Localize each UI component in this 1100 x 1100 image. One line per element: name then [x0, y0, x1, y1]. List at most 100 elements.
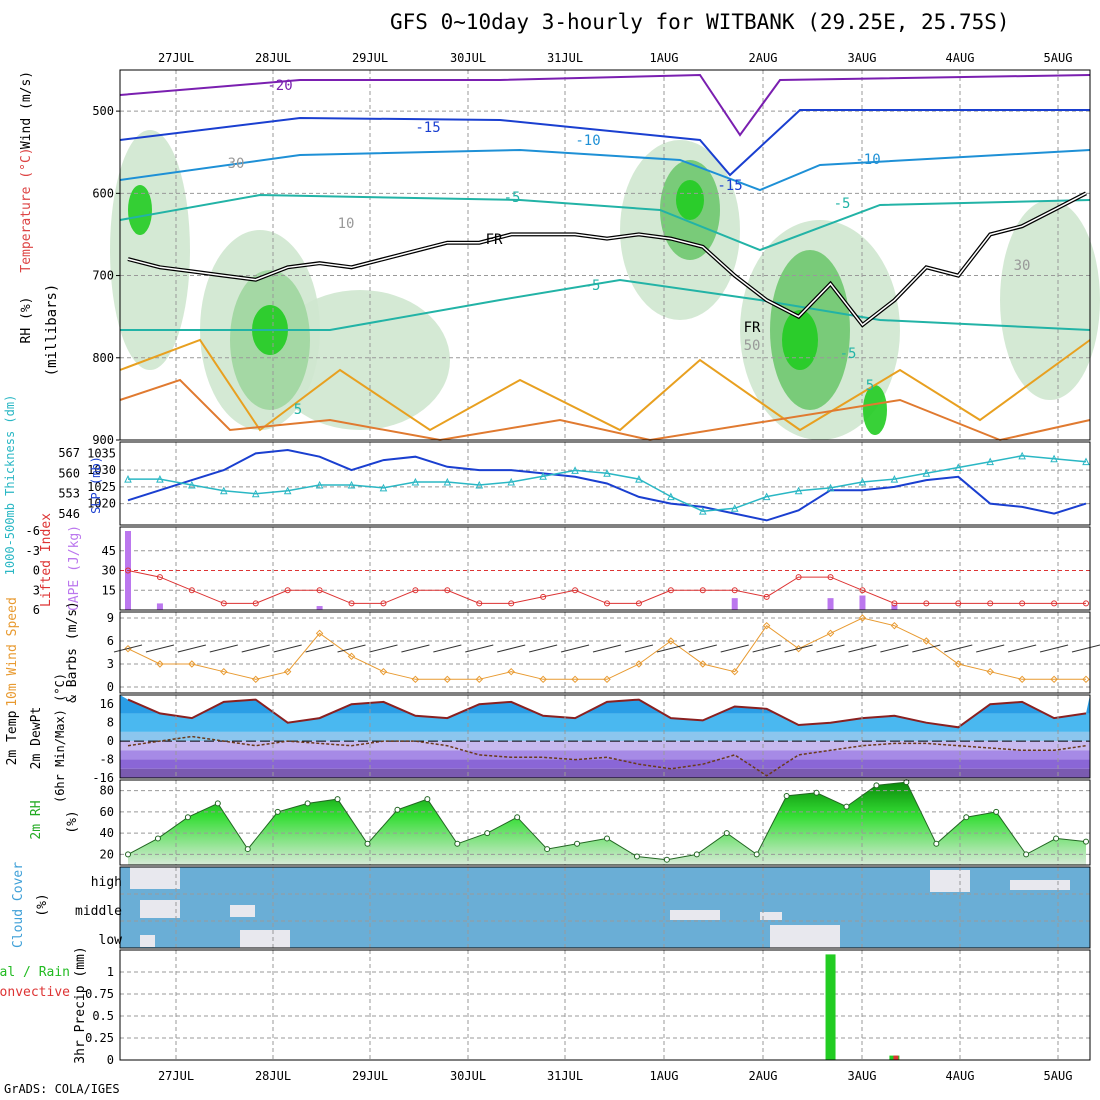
wind-speed-point	[731, 667, 739, 676]
wind-speed-point	[571, 675, 579, 684]
rh-shading	[270, 290, 450, 430]
temperature-label: Temperature (°C)	[19, 147, 34, 272]
thickness-point	[858, 477, 867, 486]
wind-barb	[880, 644, 909, 653]
wind-axis-label-1: 10m Wind Speed	[5, 597, 20, 707]
lifted-index-point	[380, 600, 387, 607]
pressure-tick-label: 900	[92, 433, 114, 447]
li-axis-label: Lifted Index	[39, 513, 54, 607]
cloud-block	[770, 925, 840, 948]
date-label-top: 27JUL	[158, 51, 194, 65]
cape-tick-label: 15	[102, 583, 116, 597]
contour-label: 30	[1014, 258, 1031, 274]
wind-barb	[113, 644, 143, 653]
rh-frame	[119, 779, 1091, 866]
lifted-index-point	[1051, 600, 1058, 607]
cloud-block	[240, 930, 290, 948]
wind-barb	[305, 644, 334, 653]
temp-band	[120, 750, 1090, 760]
wind-speed-point	[315, 629, 324, 638]
cape-bar	[731, 598, 738, 610]
cloud-level-label: middle	[75, 904, 122, 919]
lifted-index-point	[476, 600, 483, 607]
thickness-point	[539, 472, 547, 480]
rh-tick-label: 20	[100, 847, 114, 861]
temperature-contour	[119, 338, 1091, 432]
precip-frame	[119, 949, 1091, 1061]
wind-barb	[209, 644, 238, 653]
temp-frame	[119, 694, 1091, 779]
thickness-point	[890, 475, 899, 483]
wind-barb	[752, 644, 781, 653]
chart-title: GFS 0~10day 3-hourly for WITBANK (29.25E…	[390, 10, 1010, 34]
temperature-contour	[119, 193, 1091, 252]
wind-speed-point	[379, 667, 388, 676]
rh-point	[723, 830, 730, 837]
lifted-index-point	[955, 600, 962, 607]
cape-tick-label: 30	[102, 564, 116, 578]
slp-tick-label: 1020	[87, 497, 116, 511]
date-label-top: 30JUL	[450, 51, 486, 65]
lifted-index-point	[1019, 600, 1026, 607]
thickness-point	[986, 457, 995, 466]
rh-point	[184, 814, 191, 821]
cloud-level-label: high	[91, 875, 122, 890]
pressure-axis-label: (millibars)	[44, 284, 60, 377]
temperature-contour	[120, 278, 1091, 331]
temp-band	[120, 741, 1090, 751]
lifted-index-point	[156, 574, 163, 581]
wind-speed-point	[252, 675, 260, 684]
lifted-index-point	[987, 600, 994, 607]
wind-barb	[624, 644, 654, 653]
pressure-tick-label: 600	[92, 186, 114, 200]
wind-axis-label-2: & Barbs (m/s)	[65, 601, 80, 703]
rh-point	[125, 851, 131, 858]
thickness-point	[283, 486, 292, 495]
thickness-axis-label: 1000-500mb Thickness (dm)	[3, 395, 17, 576]
precip-tick-label: 0.5	[92, 1009, 114, 1023]
freezing-level-line-inner	[127, 192, 1087, 326]
lifted-index-point	[316, 587, 323, 594]
precip-legend-convective: Convective	[0, 985, 70, 1000]
temperature-contour	[119, 378, 1091, 442]
wind-speed-point	[635, 660, 643, 668]
rh-point	[1053, 835, 1060, 842]
temp-band	[120, 768, 1090, 778]
date-label-top: 5AUG	[1044, 51, 1073, 65]
rh-point	[753, 851, 760, 858]
lifted-index-point	[252, 600, 259, 607]
lifted-index-point	[508, 600, 515, 607]
rh-point	[933, 840, 940, 847]
cape-bar	[316, 606, 323, 610]
wind-barb	[145, 644, 175, 653]
wind-barb	[816, 644, 845, 653]
thickness-point	[219, 486, 228, 495]
temp-band	[120, 731, 1090, 742]
wind-barb	[784, 644, 813, 653]
rh-point	[693, 851, 700, 858]
wind-barb	[656, 644, 685, 653]
pressure-tick-label: 800	[92, 351, 114, 365]
thickness-point	[826, 483, 835, 492]
wind-speed-point	[283, 667, 292, 676]
wind-barb	[369, 644, 398, 653]
rh-point	[514, 814, 521, 821]
rh-point	[244, 846, 251, 853]
thickness-point	[411, 477, 420, 486]
rh-tick-label: 80	[100, 784, 114, 798]
cloud-block	[1010, 880, 1070, 890]
date-label-bottom: 2AUG	[749, 1069, 778, 1083]
wind-barb	[433, 644, 462, 653]
cloud-frame	[119, 866, 1091, 949]
wind-barb	[497, 644, 526, 653]
wind-speed-point	[922, 637, 931, 645]
wind-speed-point	[603, 675, 611, 684]
temp-tick-label: 8	[107, 716, 114, 730]
wind-barb	[976, 644, 1005, 653]
wind-speed-line	[127, 617, 1086, 680]
date-label-top: 29JUL	[352, 51, 388, 65]
cape-frame	[119, 526, 1091, 611]
precip-tick-label: 0.25	[85, 1031, 114, 1045]
temp-axis-label-2: 2m DewPt	[29, 707, 44, 770]
cloud-block	[230, 905, 255, 917]
